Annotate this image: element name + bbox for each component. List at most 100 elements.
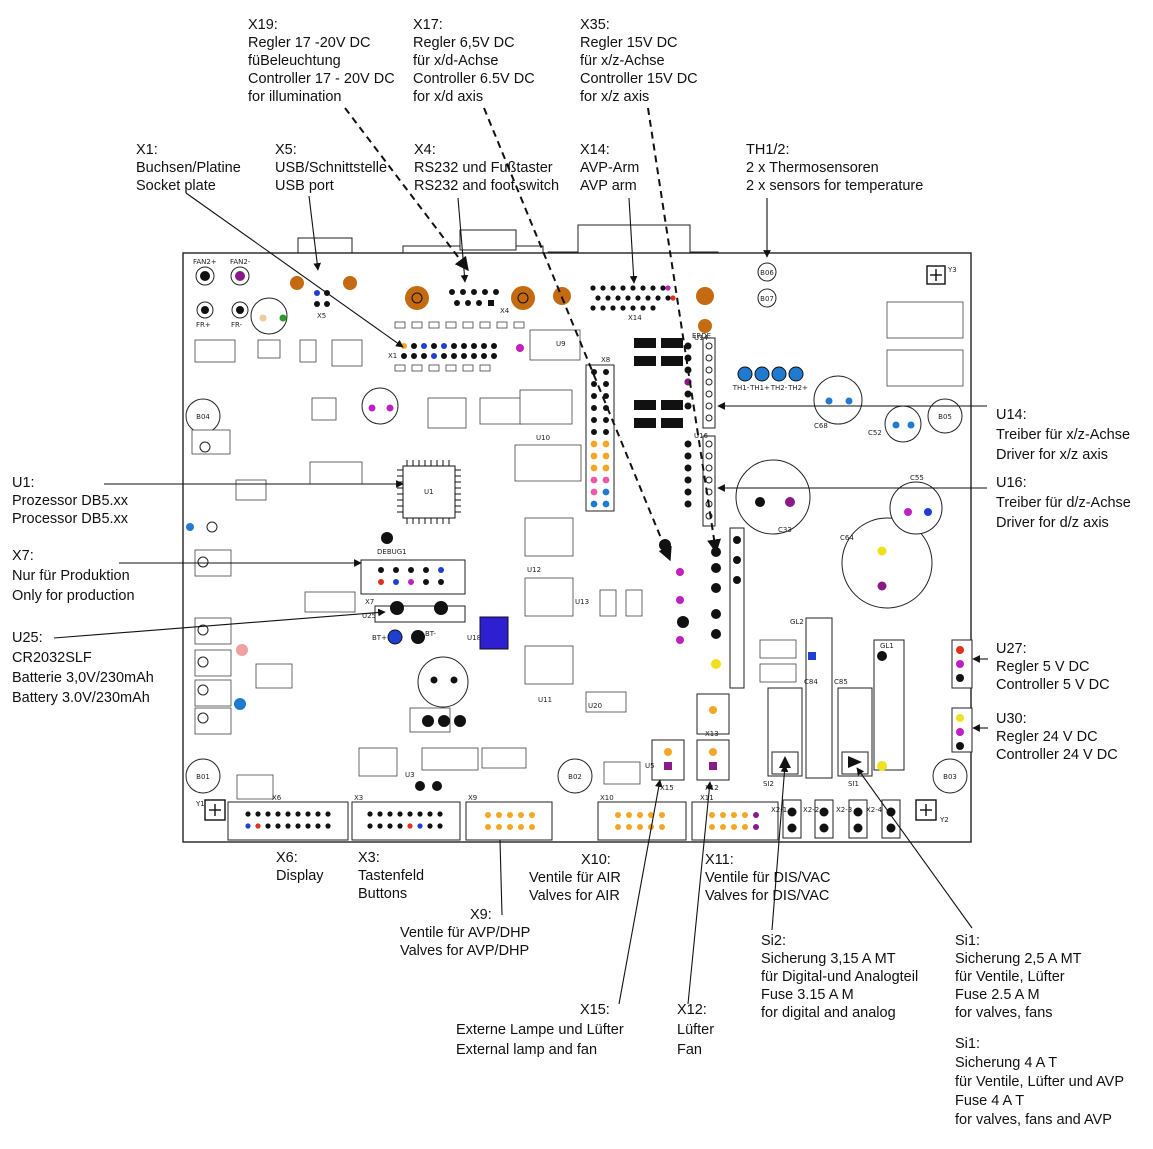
board-label-x15: X15 (660, 784, 674, 792)
board-label-x9: X9 (468, 794, 477, 802)
board-label-b05: B05 (938, 413, 952, 421)
board-label-u14: U14 (694, 334, 709, 342)
x10-pins (615, 812, 665, 830)
board-label-x14: X14 (628, 314, 642, 322)
board-label-c55: C55 (910, 474, 924, 482)
fuse-si2 (767, 687, 803, 777)
board-label-u20: U20 (588, 702, 602, 710)
callout-x6: X6: Display (276, 850, 324, 884)
board-label-b02: B02 (568, 773, 582, 781)
callout-x14: X14: AVP-Arm AVP arm (580, 142, 640, 194)
board-label-si2: SI2 (763, 780, 774, 788)
board-label-u1: U1 (424, 488, 434, 496)
board-label-c85: C85 (834, 678, 848, 686)
board-label-erde: ERDE (692, 332, 711, 340)
board-label-c33: C33 (778, 526, 792, 534)
callout-x11: X11: Ventile für DIS/VAC Valves for DIS/VA… (705, 852, 831, 904)
board-label-c68: C68 (814, 422, 828, 430)
callout-x12: X12: Lüfter Fan (677, 1002, 715, 1058)
callout-u1: U1: Prozessor DB5.xx Processor DB5.xx (12, 475, 129, 527)
board-label-fan-minus: FAN2- (230, 258, 251, 266)
board-label-gl1: GL1 (880, 642, 894, 650)
board-label-x5: X5 (317, 312, 326, 320)
x14-dsub-connector (553, 285, 714, 311)
callout-th12: TH1/2: 2 x Thermosensoren 2 x sensors for … (746, 142, 924, 194)
board-label-si1: SI1 (848, 780, 859, 788)
callout-x35: X35: Regler 15V DC für x/z-Achse Controller… (580, 17, 698, 105)
x8-pin-header (585, 364, 615, 512)
board-label-x4: X4 (500, 307, 510, 315)
x15-connector (651, 739, 685, 781)
board-label-x2-1: X2-1 (771, 806, 787, 814)
board-label-th2-plus: TH2+ (787, 384, 808, 392)
board-label-fan-plus: FAN2+ (193, 258, 217, 266)
board-label-u16: U16 (694, 432, 709, 440)
callout-x19: X19: Regler 17 -20V DC füBeleuchtung Contro… (248, 17, 395, 105)
callout-x9: X9: Ventile für AVP/DHP Valves for AVP/DHP (400, 907, 531, 959)
regulator-area (676, 527, 973, 753)
board-label-c84: C84 (804, 678, 818, 686)
callout-x15: X15: Externe Lampe und Lüfter External lam… (456, 1002, 624, 1058)
callout-si1-a: Si1: Sicherung 2,5 A MT für Ventile, Lüfte… (955, 933, 1082, 1021)
x6-pins (245, 811, 331, 829)
board-label-x1: X1 (388, 352, 397, 360)
board-label-debug: DEBUG1 (377, 548, 407, 556)
x4-dsub-connector (405, 286, 535, 310)
board-label-fr-plus: FR+ (196, 321, 211, 329)
board-label-x2-3: X2-3 (836, 806, 852, 814)
board-label-u11: U11 (538, 696, 552, 704)
debug-pad (381, 532, 393, 544)
fuse-si1 (837, 687, 873, 777)
callout-x1: X1: Buchsen/Platine Socket plate (136, 142, 241, 194)
board-label-c64: C64 (840, 534, 854, 542)
callout-u27: U27: Regler 5 V DC Controller 5 V DC (996, 641, 1110, 693)
board-label-b03: B03 (943, 773, 957, 781)
board-label-u10: U10 (536, 434, 550, 442)
board-label-b01: B01 (196, 773, 210, 781)
diode-column (634, 338, 683, 428)
callout-x3: X3: Tastenfeld Buttons (358, 850, 425, 902)
board-label-x13: X13 (705, 730, 719, 738)
callout-u25: U25: CR2032SLF Batterie 3,0V/230mAh Battery… (12, 630, 154, 706)
board-label-u3: U3 (405, 771, 415, 779)
board-label-x12: X12 (705, 784, 719, 792)
bottom-connectors (227, 801, 779, 841)
callout-si2: Si2: Sicherung 3,15 A MT für Digital-und A… (761, 933, 919, 1021)
rectifier-gl1 (805, 617, 905, 779)
x3-pins (367, 811, 443, 829)
callout-x10: X10: Ventile für AIR Valves for AIR (529, 852, 621, 904)
x1-pin-row (401, 343, 524, 359)
board-label-y2: Y2 (939, 816, 949, 824)
callout-x5: X5: USB/Schnittstelle USB port (275, 142, 388, 194)
callout-x4: X4: RS232 und Fußtaster RS232 and foot swi… (414, 142, 560, 194)
fan-pads (195, 266, 250, 319)
u25-battery-holder (374, 601, 466, 645)
x13-connector (696, 693, 730, 735)
leader-lines (53, 192, 988, 1005)
board-label-gl2: GL2 (790, 618, 804, 626)
board-label-c52: C52 (868, 429, 882, 437)
board-label-x7: X7 (365, 598, 374, 606)
electrolytic-capacitors (250, 297, 943, 708)
board-label-b06: B06 (760, 269, 774, 277)
board-label-x2-4: X2-4 (866, 806, 883, 814)
board-label-u13: U13 (575, 598, 589, 606)
callout-u14: U14: Treiber für x/z-Achse Driver for x/z … (996, 407, 1131, 463)
callout-u30: U30: Regler 24 V DC Controller 24 V DC (996, 711, 1118, 763)
board-label-b04: B04 (196, 413, 210, 421)
erde-pad (698, 319, 712, 333)
board-label-x3: X3 (354, 794, 363, 802)
board-label-fr-minus: FR- (231, 321, 243, 329)
board-label-u9: U9 (556, 340, 566, 348)
board-label-x10: X10 (600, 794, 614, 802)
x11-pins (709, 812, 759, 830)
x7-production-header (360, 559, 466, 595)
board-label-y3: Y3 (947, 266, 957, 274)
board-label-th1-minus: TH1- (732, 384, 750, 392)
board-label-b07: B07 (760, 295, 774, 303)
board-label-th2-minus: TH2- (770, 384, 788, 392)
board-label-bt-minus: BT- (425, 630, 436, 638)
thermo-sensor-pads (737, 366, 804, 382)
callout-x7: X7: Nur für Produktion Only for production (12, 548, 135, 604)
